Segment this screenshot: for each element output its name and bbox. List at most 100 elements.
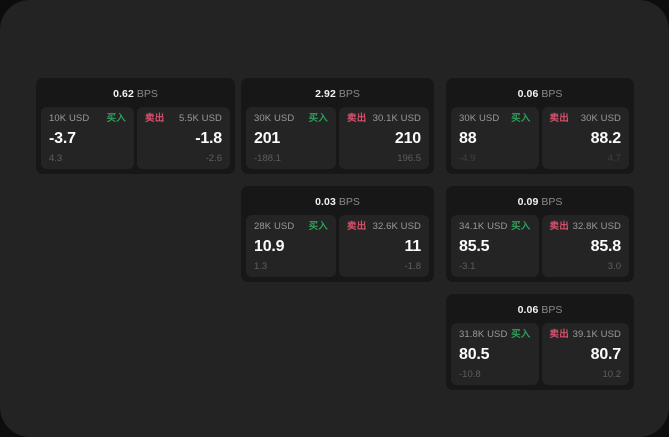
sell-size-label: 5.5K USD [178, 113, 222, 124]
quote-card[interactable]: 0.06 BPS 31.8K USD 买入 80.5 -10.8 卖出 39.1K… [446, 294, 634, 390]
sell-delta: -2.6 [205, 152, 222, 164]
buy-price: 85.5 [459, 237, 490, 255]
card-header: 0.09 BPS [451, 192, 629, 215]
card-header: 2.92 BPS [246, 84, 429, 107]
buy-panel[interactable]: 10K USD 买入 -3.7 4.3 [41, 107, 134, 169]
buy-price: 201 [254, 129, 281, 147]
sell-action-label: 卖出 [549, 329, 569, 340]
buy-action-label: 买入 [511, 329, 531, 340]
sell-action-label: 卖出 [549, 113, 569, 124]
quote-grid: 0.62 BPS 10K USD 买入 -3.7 4.3 卖出 5.5K USD … [36, 78, 634, 390]
sell-price: 85.8 [590, 237, 622, 255]
buy-panel-header: 28K USD 买入 [254, 222, 328, 232]
buy-delta: -188.1 [254, 152, 281, 164]
buy-size-label: 28K USD [254, 221, 295, 232]
buy-delta: -10.8 [459, 368, 481, 380]
buy-panel-header: 31.8K USD 买入 [459, 330, 531, 340]
quote-column-1: 0.62 BPS 10K USD 买入 -3.7 4.3 卖出 5.5K USD … [36, 78, 235, 174]
bps-unit-label: BPS [338, 88, 360, 100]
sell-panel-header: 卖出 32.6K USD [347, 222, 421, 232]
buy-panel-header: 10K USD 买入 [49, 114, 126, 124]
card-sides: 31.8K USD 买入 80.5 -10.8 卖出 39.1K USD 80.… [451, 323, 629, 385]
sell-panel-header: 卖出 30.1K USD [347, 114, 421, 124]
sell-panel[interactable]: 卖出 30K USD 88.2 4.7 [541, 107, 629, 169]
buy-action-label: 买入 [511, 221, 531, 232]
card-header: 0.06 BPS [451, 84, 629, 107]
sell-panel[interactable]: 卖出 32.8K USD 85.8 3.0 [541, 215, 629, 277]
sell-panel-header: 卖出 39.1K USD [550, 330, 622, 340]
card-sides: 30K USD 买入 201 -188.1 卖出 30.1K USD 210 1… [246, 107, 429, 169]
buy-panel[interactable]: 30K USD 买入 201 -188.1 [246, 107, 336, 169]
card-header: 0.03 BPS [246, 192, 429, 215]
sell-action-label: 卖出 [347, 113, 367, 124]
buy-panel[interactable]: 31.8K USD 买入 80.5 -10.8 [451, 323, 539, 385]
buy-delta: -3.1 [459, 260, 476, 272]
sell-panel-header: 卖出 5.5K USD [145, 114, 222, 124]
card-header: 0.06 BPS [451, 300, 629, 323]
card-header: 0.62 BPS [41, 84, 230, 107]
buy-size-label: 31.8K USD [459, 329, 508, 340]
card-sides: 28K USD 买入 10.9 1.3 卖出 32.6K USD 11 -1.8 [246, 215, 429, 277]
card-sides: 10K USD 买入 -3.7 4.3 卖出 5.5K USD -1.8 -2.… [41, 107, 230, 169]
sell-delta: 196.5 [397, 152, 421, 164]
buy-panel[interactable]: 34.1K USD 买入 85.5 -3.1 [451, 215, 539, 277]
sell-price: -1.8 [195, 129, 222, 147]
sell-panel[interactable]: 卖出 32.6K USD 11 -1.8 [339, 215, 429, 277]
card-sides: 34.1K USD 买入 85.5 -3.1 卖出 32.8K USD 85.8… [451, 215, 629, 277]
sell-action-label: 卖出 [347, 221, 367, 232]
sell-panel-header: 卖出 32.8K USD [550, 222, 622, 232]
buy-size-label: 34.1K USD [459, 221, 508, 232]
card-sides: 30K USD 买入 88 -4.9 卖出 30K USD 88.2 4.7 [451, 107, 629, 169]
buy-panel-header: 30K USD 买入 [254, 114, 328, 124]
buy-delta: -4.9 [459, 152, 476, 164]
sell-size-label: 32.8K USD [572, 221, 621, 232]
buy-action-label: 买入 [511, 113, 531, 124]
sell-panel[interactable]: 卖出 30.1K USD 210 196.5 [339, 107, 429, 169]
sell-panel[interactable]: 卖出 5.5K USD -1.8 -2.6 [137, 107, 230, 169]
bps-value: 0.62 [113, 88, 134, 100]
bps-value: 2.92 [315, 88, 336, 100]
bps-value: 0.09 [517, 196, 539, 208]
buy-price: 80.5 [459, 345, 490, 363]
quote-column-2: 2.92 BPS 30K USD 买入 201 -188.1 卖出 30.1K U… [241, 78, 434, 282]
buy-delta: 4.3 [49, 152, 63, 164]
sell-price: 80.7 [590, 345, 622, 363]
buy-panel[interactable]: 28K USD 买入 10.9 1.3 [246, 215, 336, 277]
sell-action-label: 卖出 [145, 113, 165, 124]
buy-action-label: 买入 [308, 221, 328, 232]
sell-size-label: 39.1K USD [572, 329, 621, 340]
sell-action-label: 卖出 [549, 221, 569, 232]
bps-unit-label: BPS [541, 304, 563, 316]
bps-value: 0.06 [517, 304, 539, 316]
quote-card[interactable]: 2.92 BPS 30K USD 买入 201 -188.1 卖出 30.1K U… [241, 78, 434, 174]
buy-size-label: 30K USD [254, 113, 295, 124]
sell-delta: -1.8 [404, 260, 421, 272]
quote-card[interactable]: 0.62 BPS 10K USD 买入 -3.7 4.3 卖出 5.5K USD … [36, 78, 235, 174]
sell-price: 11 [404, 237, 421, 255]
sell-panel-header: 卖出 30K USD [550, 114, 622, 124]
sell-delta: 10.2 [602, 368, 622, 380]
buy-size-label: 10K USD [49, 113, 90, 124]
quote-card[interactable]: 0.06 BPS 30K USD 买入 88 -4.9 卖出 30K USD 88… [446, 78, 634, 174]
quote-card[interactable]: 0.09 BPS 34.1K USD 买入 85.5 -3.1 卖出 32.8K … [446, 186, 634, 282]
bps-unit-label: BPS [541, 88, 563, 100]
buy-price: 88 [459, 129, 477, 147]
quote-card[interactable]: 0.03 BPS 28K USD 买入 10.9 1.3 卖出 32.6K USD… [241, 186, 434, 282]
bps-unit-label: BPS [338, 196, 360, 208]
bps-unit-label: BPS [541, 196, 563, 208]
buy-action-label: 买入 [106, 113, 126, 124]
quote-column-3: 0.06 BPS 30K USD 买入 88 -4.9 卖出 30K USD 88… [446, 78, 634, 390]
sell-size-label: 30.1K USD [372, 113, 421, 124]
buy-price: 10.9 [254, 237, 285, 255]
sell-price: 88.2 [590, 129, 622, 147]
bps-value: 0.03 [315, 196, 336, 208]
sell-size-label: 30K USD [580, 113, 621, 124]
buy-delta: 1.3 [254, 260, 268, 272]
sell-panel[interactable]: 卖出 39.1K USD 80.7 10.2 [541, 323, 629, 385]
bps-unit-label: BPS [136, 88, 158, 100]
buy-panel-header: 30K USD 买入 [459, 114, 531, 124]
buy-panel[interactable]: 30K USD 买入 88 -4.9 [451, 107, 539, 169]
bps-value: 0.06 [517, 88, 539, 100]
buy-size-label: 30K USD [459, 113, 500, 124]
